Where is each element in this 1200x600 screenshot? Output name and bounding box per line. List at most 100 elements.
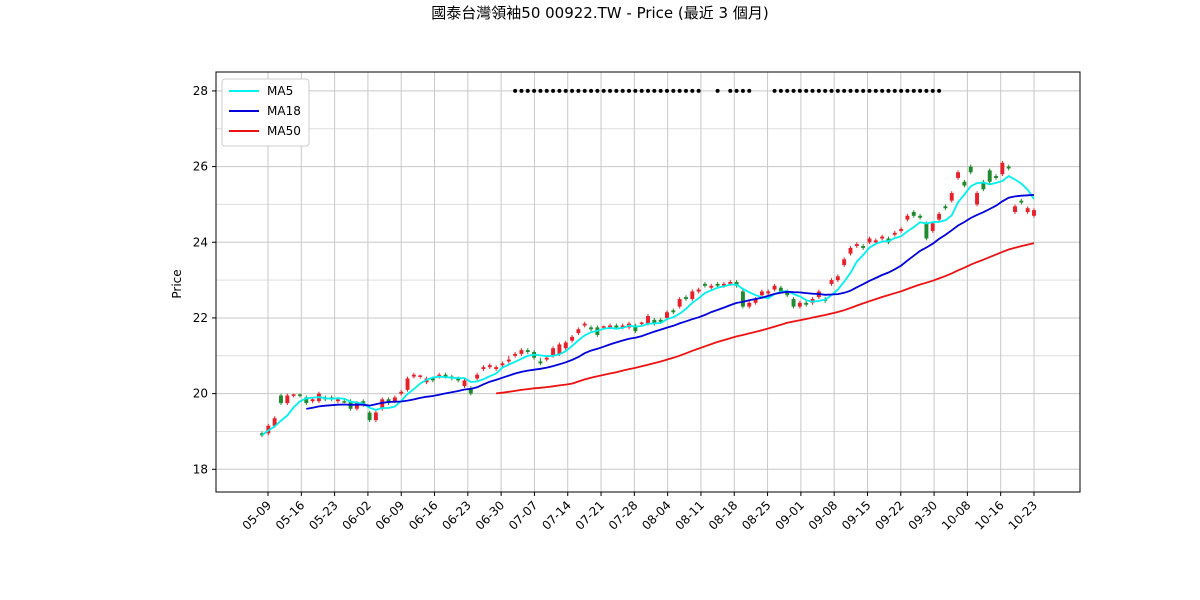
candle-body [513, 353, 518, 356]
signal-marker [899, 88, 904, 93]
signal-marker [810, 88, 815, 93]
signal-marker [728, 88, 733, 93]
candle-body [538, 361, 543, 364]
candle-body [487, 365, 492, 368]
candle-body [740, 291, 745, 307]
candle-body [1025, 208, 1030, 212]
candle-body [551, 348, 556, 356]
legend-label-ma5: MA5 [267, 84, 293, 98]
y-tick-label: 24 [193, 235, 208, 249]
candle-body [696, 289, 701, 292]
signal-marker [740, 88, 745, 93]
signal-marker [797, 88, 802, 93]
signal-marker [532, 88, 537, 93]
candle-body [905, 215, 910, 220]
x-tick-label: 07-14 [539, 498, 574, 533]
candle-body [930, 223, 935, 231]
x-tick-label: 09-30 [906, 498, 941, 533]
signal-marker [595, 88, 600, 93]
signal-marker [778, 88, 783, 93]
signal-marker [519, 88, 524, 93]
signal-marker [930, 88, 935, 93]
signal-marker [873, 88, 878, 93]
signal-marker [627, 88, 632, 93]
candle-body [399, 391, 404, 394]
candle-body [785, 291, 790, 296]
candle-body [342, 401, 347, 403]
candle-body [684, 297, 688, 300]
ma5-line [261, 175, 1035, 436]
signal-marker [658, 88, 663, 93]
candle-body [1000, 162, 1005, 175]
candle-body [892, 232, 897, 235]
candle-body [475, 374, 480, 379]
candles [260, 160, 1036, 438]
x-tick-label: 08-04 [639, 498, 674, 533]
candle-body [759, 291, 764, 296]
candle-body [721, 283, 726, 286]
candle-body [899, 229, 904, 231]
candle-body [1019, 200, 1024, 203]
candle-body [842, 259, 847, 265]
signal-marker [677, 88, 682, 93]
candle-body [601, 326, 606, 328]
legend-box [221, 78, 310, 147]
signal-marker [683, 88, 688, 93]
candle-body [411, 374, 416, 377]
signal-marker [690, 88, 695, 93]
signal-marker [785, 88, 790, 93]
candle-body [778, 287, 783, 292]
candle-body [867, 238, 872, 243]
signal-marker [937, 88, 942, 93]
x-tick-label: 08-11 [673, 498, 708, 533]
signal-marker [646, 88, 650, 93]
candle-body [962, 181, 967, 186]
candle-body [861, 246, 866, 248]
x-tick-label: 06-30 [473, 498, 508, 533]
signal-marker [608, 88, 613, 93]
candle-body [639, 322, 644, 324]
candle-body [272, 418, 277, 426]
signal-marker [861, 88, 866, 93]
x-tick-label: 06-02 [339, 498, 374, 533]
legend-label-ma50: MA50 [267, 124, 301, 138]
candle-body [690, 291, 695, 300]
candle-body [500, 363, 505, 366]
candle-body [373, 412, 378, 421]
candle-body [367, 412, 372, 421]
signal-marker [563, 88, 568, 93]
candle-body [582, 323, 587, 326]
candle-body [911, 212, 916, 216]
candle-body [443, 374, 448, 377]
candle-body [298, 394, 302, 396]
signal-marker [589, 88, 594, 93]
candle-body [873, 240, 878, 243]
candle-body [506, 359, 511, 362]
candle-body [880, 236, 885, 239]
candle-body [544, 357, 549, 360]
moving-averages [261, 175, 1035, 436]
signal-marker [664, 88, 669, 93]
candle-body [456, 378, 461, 381]
grid [216, 72, 1080, 492]
candle-body [614, 325, 619, 328]
signal-marker [867, 88, 872, 93]
signal-marker [924, 88, 929, 93]
x-tick-label: 05-16 [273, 498, 308, 533]
candle-body [709, 285, 714, 288]
candle-body [924, 223, 929, 239]
candle-body [658, 319, 663, 322]
legend-label-ma18: MA18 [267, 104, 301, 118]
signal-marker [848, 88, 853, 93]
candle-body [279, 395, 283, 404]
candle-body [430, 378, 435, 381]
x-tick-label: 06-16 [406, 498, 441, 533]
candle-body [310, 399, 315, 402]
candle-body [728, 282, 733, 284]
candle-body [943, 206, 948, 209]
signal-marker [715, 88, 720, 93]
candle-body [968, 166, 973, 173]
signal-marker [835, 88, 840, 93]
